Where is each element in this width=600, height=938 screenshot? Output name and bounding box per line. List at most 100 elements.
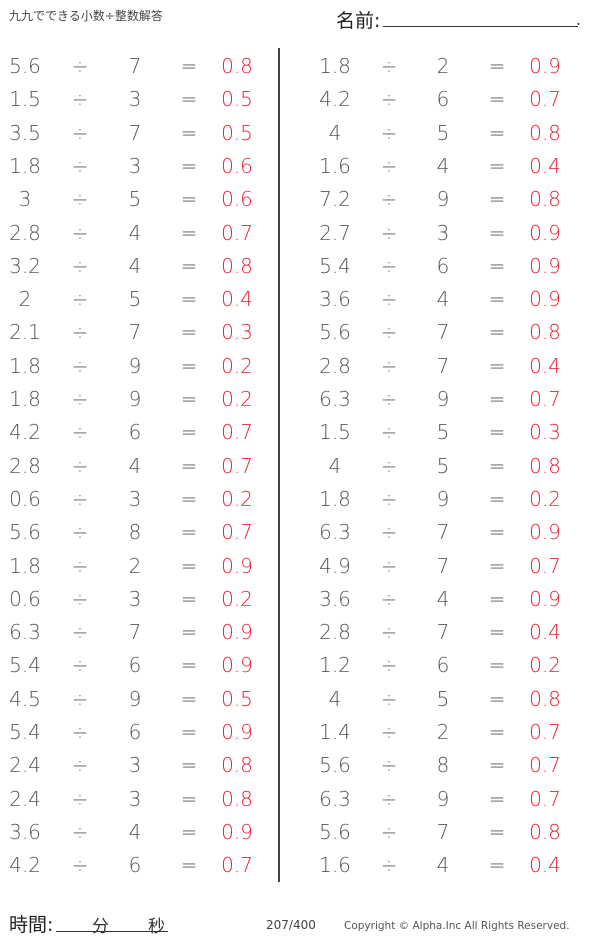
divide-sign: ÷ xyxy=(71,153,89,178)
divisor: 6 xyxy=(128,853,142,878)
dividend: 5.6 xyxy=(319,320,351,345)
divisor: 9 xyxy=(436,486,450,511)
answer: 0.7 xyxy=(529,87,561,112)
divide-sign: ÷ xyxy=(71,453,89,478)
divide-sign: ÷ xyxy=(71,353,89,378)
divide-sign: ÷ xyxy=(380,620,398,645)
divisor: 5 xyxy=(128,187,142,212)
dividend: 4 xyxy=(328,120,342,145)
divide-sign: ÷ xyxy=(380,819,398,844)
dividend: 1.8 xyxy=(9,153,41,178)
equals-sign: = xyxy=(180,853,198,878)
dividend: 1.8 xyxy=(319,54,351,78)
divide-sign: ÷ xyxy=(380,54,398,78)
dividend: 4.2 xyxy=(319,87,351,112)
answer: 0.6 xyxy=(221,187,253,212)
equals-sign: = xyxy=(180,353,198,378)
divisor: 7 xyxy=(128,120,142,145)
equals-sign: = xyxy=(488,686,506,711)
divide-sign: ÷ xyxy=(380,653,398,678)
dividend: 5.4 xyxy=(319,253,351,278)
answer: 0.9 xyxy=(529,253,561,278)
dividend: 5.4 xyxy=(9,653,41,678)
divisor: 6 xyxy=(128,720,142,744)
answer: 0.8 xyxy=(529,453,561,478)
divisor: 7 xyxy=(128,320,142,345)
equals-sign: = xyxy=(180,653,198,678)
divisor: 9 xyxy=(436,387,450,411)
equals-sign: = xyxy=(180,553,198,578)
answer: 0.7 xyxy=(221,453,253,478)
divide-sign: ÷ xyxy=(380,586,398,611)
equals-sign: = xyxy=(488,786,506,811)
answer: 0.4 xyxy=(529,153,561,178)
equals-sign: = xyxy=(488,54,506,78)
divide-sign: ÷ xyxy=(71,253,89,278)
divisor: 9 xyxy=(128,353,142,378)
equals-sign: = xyxy=(488,287,506,312)
divide-sign: ÷ xyxy=(71,54,89,78)
answer: 0.7 xyxy=(529,553,561,578)
dividend: 4 xyxy=(328,686,342,711)
answer: 0.4 xyxy=(529,620,561,645)
divide-sign: ÷ xyxy=(71,520,89,545)
divide-sign: ÷ xyxy=(71,320,89,345)
divide-sign: ÷ xyxy=(380,387,398,411)
divisor: 9 xyxy=(128,387,142,411)
divisor: 7 xyxy=(436,819,450,844)
answer: 0.7 xyxy=(529,387,561,411)
dividend: 3.6 xyxy=(9,819,41,844)
divisor: 5 xyxy=(436,420,450,445)
equals-sign: = xyxy=(180,720,198,744)
dividend: 0.6 xyxy=(9,586,41,611)
equals-sign: = xyxy=(180,686,198,711)
equals-sign: = xyxy=(488,720,506,744)
equals-sign: = xyxy=(488,553,506,578)
answer: 0.9 xyxy=(529,220,561,245)
dividend: 4.2 xyxy=(9,853,41,878)
answer: 0.4 xyxy=(221,287,253,312)
equals-sign: = xyxy=(488,187,506,212)
divisor: 2 xyxy=(436,720,450,744)
divide-sign: ÷ xyxy=(380,853,398,878)
answer: 0.2 xyxy=(221,486,253,511)
divisor: 6 xyxy=(128,420,142,445)
equals-sign: = xyxy=(180,253,198,278)
equals-sign: = xyxy=(488,353,506,378)
dividend: 6.3 xyxy=(319,786,351,811)
divisor: 4 xyxy=(436,586,450,611)
answer: 0.9 xyxy=(529,54,561,78)
answer: 0.9 xyxy=(221,819,253,844)
answer: 0.8 xyxy=(221,786,253,811)
equals-sign: = xyxy=(180,120,198,145)
divide-sign: ÷ xyxy=(380,720,398,744)
divisor: 5 xyxy=(436,686,450,711)
divide-sign: ÷ xyxy=(71,786,89,811)
divisor: 4 xyxy=(128,253,142,278)
equals-sign: = xyxy=(488,453,506,478)
answer: 0.8 xyxy=(529,819,561,844)
divide-sign: ÷ xyxy=(380,686,398,711)
answer: 0.9 xyxy=(529,586,561,611)
equals-sign: = xyxy=(488,620,506,645)
dividend: 5.6 xyxy=(9,54,41,78)
divisor: 5 xyxy=(128,287,142,312)
dividend: 2.8 xyxy=(9,453,41,478)
dividend: 2 xyxy=(18,287,32,312)
dividend: 3.5 xyxy=(9,120,41,145)
equals-sign: = xyxy=(180,153,198,178)
divisor: 7 xyxy=(436,320,450,345)
answer: 0.2 xyxy=(529,653,561,678)
answer: 0.5 xyxy=(221,120,253,145)
dividend: 1.8 xyxy=(319,486,351,511)
equals-sign: = xyxy=(180,586,198,611)
dividend: 6.3 xyxy=(319,520,351,545)
divide-sign: ÷ xyxy=(71,387,89,411)
dividend: 2.8 xyxy=(319,620,351,645)
divide-sign: ÷ xyxy=(380,87,398,112)
divisor: 3 xyxy=(128,87,142,112)
dividend: 1.6 xyxy=(319,853,351,878)
equals-sign: = xyxy=(488,819,506,844)
divisor: 9 xyxy=(436,786,450,811)
divide-sign: ÷ xyxy=(71,553,89,578)
